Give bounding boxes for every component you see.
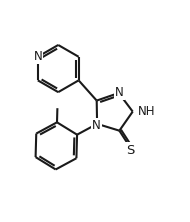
Text: N: N: [33, 50, 42, 63]
Text: S: S: [127, 144, 135, 157]
Text: NH: NH: [138, 105, 155, 118]
Text: N: N: [92, 119, 101, 132]
Text: N: N: [115, 85, 124, 99]
